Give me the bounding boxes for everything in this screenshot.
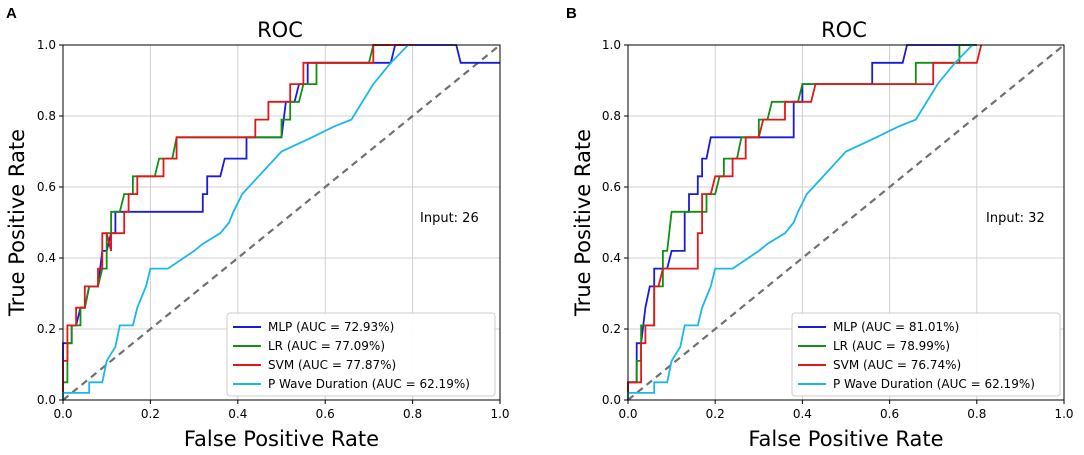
- panel-a-input-annotation: Input: 26: [420, 211, 479, 226]
- panel-a-ytick-label: 1.0: [37, 38, 56, 52]
- panel-a-legend-box: [226, 312, 496, 397]
- panel-b-legend-box: [791, 312, 1061, 397]
- panel-a-chance-diagonal: [62, 44, 501, 401]
- panel-b-ytick-label: 0.2: [602, 322, 621, 336]
- panel-a-legend-label: P Wave Duration (AUC = 62.19%): [268, 377, 470, 391]
- panel-b-xtick-label: 0.2: [706, 407, 725, 421]
- panel-a-title: ROC: [257, 18, 303, 42]
- panel-b-xtick-label: 0.4: [793, 407, 812, 421]
- panel-b-axes-frame: [627, 44, 1065, 401]
- panel-b-legend-label: SVM (AUC = 76.74%): [833, 358, 961, 372]
- panel-b-ytick-label: 1.0: [602, 38, 621, 52]
- panel-b-legend-label: P Wave Duration (AUC = 62.19%): [833, 377, 1035, 391]
- panel-b: B ROC 0.0 0.2 0.4 0.6 0.8 1.0 0.0 0.2 0.4 0.6 0.8 1.0…: [566, 5, 1074, 451]
- panel-a-xtick-label: 0.2: [141, 407, 160, 421]
- panel-a: A ROC 0.0 0.2 0.4 0.6 0.8 1.0 0.0 0.2 0.4 0.6 0.8 1.0…: [5, 5, 510, 451]
- panel-b-ytick-label: 0.6: [602, 180, 621, 194]
- panel-b-ytick-label: 0.0: [602, 393, 621, 407]
- panel-b-title: ROC: [821, 18, 867, 42]
- panel-a-legend: MLP (AUC = 72.93%) LR (AUC = 77.09%) SVM (…: [226, 312, 496, 397]
- panel-b-series-3: [627, 44, 974, 400]
- panel-a-xtick-label: 0.6: [316, 407, 335, 421]
- panel-b-legend-label: LR (AUC = 78.99%): [833, 339, 950, 353]
- panel-a-ytick-label: 0.8: [37, 109, 56, 123]
- panel-b-input-annotation: Input: 32: [986, 211, 1045, 226]
- panel-a-ylabel: True Positive Rate: [5, 129, 29, 317]
- panel-b-legend-label: MLP (AUC = 81.01%): [833, 320, 959, 334]
- panel-a-letter: A: [6, 5, 17, 22]
- panel-b-chance-diagonal: [627, 44, 1065, 401]
- panel-b-xlabel: False Positive Rate: [748, 427, 943, 451]
- panel-b-xtick-label: 0.6: [880, 407, 899, 421]
- panel-a-series-1: [62, 44, 391, 400]
- panel-a-axes-frame: [62, 44, 501, 401]
- panel-a-xtick-label: 0.4: [228, 407, 247, 421]
- panel-b-series-2: [627, 44, 983, 400]
- panel-b-ytick-label: 0.4: [602, 251, 621, 265]
- panel-a-series-3: [62, 44, 409, 400]
- panel-a-series-2: [62, 44, 413, 400]
- panel-b-xtick-label: 0.8: [967, 407, 986, 421]
- panel-a-ytick-label: 0.0: [37, 393, 56, 407]
- panel-b-xtick-label: 1.0: [1054, 407, 1073, 421]
- panel-a-xtick-label: 1.0: [490, 407, 509, 421]
- panel-a-legend-label: LR (AUC = 77.09%): [268, 339, 385, 353]
- panel-b-xtick-label: 0.0: [618, 407, 637, 421]
- panel-b-letter: B: [566, 5, 577, 22]
- panel-a-ytick-label: 0.4: [37, 251, 56, 265]
- panel-a-xtick-label: 0.8: [403, 407, 422, 421]
- panel-a-xtick-label: 0.0: [53, 407, 72, 421]
- panel-b-ylabel: True Positive Rate: [571, 129, 595, 317]
- panel-a-xlabel: False Positive Rate: [184, 427, 379, 451]
- panel-b-legend: MLP (AUC = 81.01%) LR (AUC = 78.99%) SVM (…: [791, 312, 1061, 397]
- panel-a-ytick-label: 0.6: [37, 180, 56, 194]
- panel-a-legend-label: SVM (AUC = 77.87%): [268, 358, 396, 372]
- panel-b-ytick-label: 0.8: [602, 109, 621, 123]
- panel-a-ytick-label: 0.2: [37, 322, 56, 336]
- panel-a-legend-label: MLP (AUC = 72.93%): [268, 320, 394, 334]
